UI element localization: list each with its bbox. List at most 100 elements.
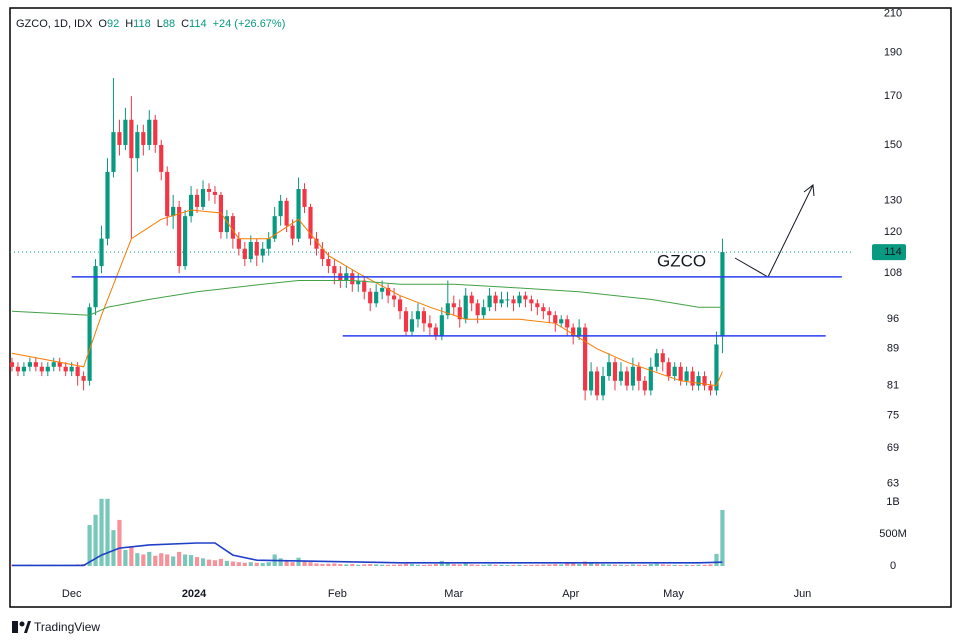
candle-body [594, 371, 600, 396]
volume-bar [326, 563, 331, 566]
volume-bar [535, 564, 540, 566]
candle-body [708, 385, 713, 391]
volume-bar [672, 564, 677, 566]
volume-bar [9, 564, 15, 566]
candle-body [541, 307, 546, 312]
candle-body [493, 295, 498, 304]
candle-body [39, 366, 44, 372]
candle-body [278, 200, 283, 217]
candle-body [481, 307, 486, 316]
volume-bar [147, 551, 152, 566]
candle-body [523, 295, 528, 300]
candle-body [147, 119, 152, 145]
candle-body [153, 119, 158, 145]
volume-bar [481, 564, 486, 566]
volume-bar [397, 564, 403, 566]
candle-body [326, 259, 331, 267]
candle-body [409, 319, 415, 332]
candle-body [248, 241, 253, 260]
volume-bar [720, 509, 725, 566]
volume-bar [362, 564, 367, 566]
volume-bar [356, 564, 361, 566]
volume-bar [332, 563, 337, 566]
moving-average [11, 209, 723, 387]
volume-bar [505, 565, 510, 566]
candle-body [702, 376, 707, 386]
volume-bar [684, 564, 689, 566]
candle-body [320, 248, 325, 260]
candle-body [499, 299, 504, 304]
candle-body [391, 295, 397, 300]
candle-body [696, 376, 701, 386]
candle-body [63, 366, 68, 372]
volume-bar [702, 564, 707, 566]
candle-body [105, 171, 110, 239]
candle-body [266, 238, 271, 249]
candle-body [666, 362, 671, 377]
volume-bar [577, 564, 582, 566]
candle-body [511, 299, 516, 304]
candle-body [636, 366, 641, 381]
volume-bar [666, 564, 671, 566]
candle-body [654, 353, 659, 367]
volume-bar [290, 562, 295, 566]
candle-body [469, 295, 474, 304]
legend-header: GZCO, 1D, IDX O92 H118 L88 C114 +24 (+26.67%) [16, 18, 285, 30]
candle-body [177, 206, 182, 267]
volume-bar [105, 498, 110, 566]
volume-bar [451, 564, 456, 566]
volume-bar [648, 564, 653, 566]
volume-bar [99, 498, 104, 566]
volume-bar [296, 557, 301, 566]
volume-bar [183, 554, 188, 566]
candle-body [129, 119, 134, 159]
x-tick-label: 2024 [182, 588, 207, 600]
candle-body [386, 287, 391, 296]
candle-body [427, 323, 432, 328]
x-tick-label: Feb [328, 588, 347, 600]
volume-bar [600, 564, 606, 566]
candle-body [463, 295, 468, 320]
candle-body [314, 238, 319, 249]
candle-body [302, 189, 307, 207]
candle-body [350, 273, 355, 285]
field-value: 118 [133, 18, 151, 30]
field-label: C [181, 18, 189, 30]
volume-bar [696, 564, 701, 566]
volume-bar [415, 564, 421, 566]
candle-body [553, 315, 558, 324]
volume-bar [559, 564, 564, 566]
y2-tick-label: 500M [879, 528, 907, 540]
symbol: GZCO, 1D, IDX [16, 18, 93, 30]
field-label: H [125, 18, 133, 30]
moving-average [11, 280, 723, 316]
candle-body [123, 119, 128, 145]
candle-body [612, 362, 618, 381]
candle-body [224, 216, 229, 233]
candle-body [75, 366, 80, 377]
candle-body [600, 376, 606, 396]
candle-body [171, 206, 176, 217]
volume-bar [266, 562, 271, 566]
volume-bar [87, 525, 92, 566]
volume-bar [248, 562, 253, 566]
volume-bar [308, 562, 313, 566]
logo-mark [24, 621, 31, 633]
candle-body [212, 191, 218, 195]
candle-body [678, 366, 683, 381]
volume-bar [583, 561, 588, 566]
candle-body [194, 194, 200, 207]
volume-bar [218, 558, 224, 566]
candle-body [451, 303, 456, 308]
arrow-head [803, 184, 815, 197]
candle-body [660, 353, 665, 363]
candle-body [21, 366, 27, 372]
candle-body [547, 311, 552, 316]
volume-bar [242, 562, 247, 566]
candle-body [642, 380, 647, 391]
candle-body [618, 371, 624, 381]
volume-bar [254, 562, 259, 566]
volume-bar [350, 564, 355, 566]
candle-body [577, 327, 582, 336]
